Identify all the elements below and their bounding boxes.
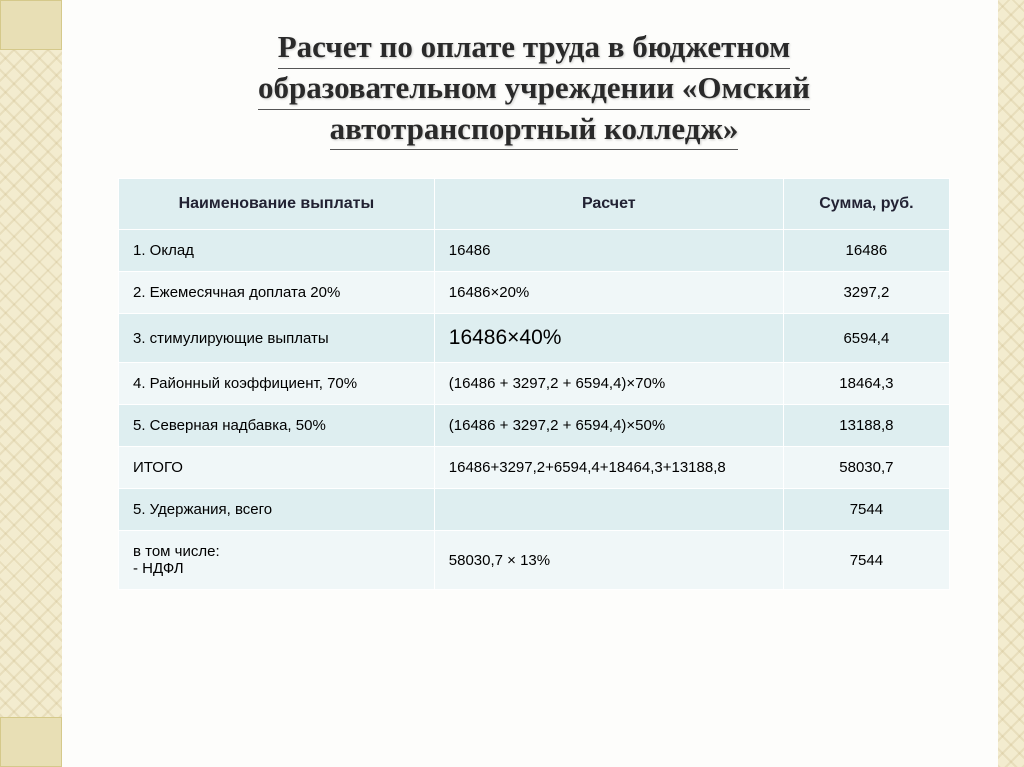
cell-sum: 13188,8 — [783, 405, 949, 447]
cell-sum: 6594,4 — [783, 314, 949, 363]
table-row: 5. Северная надбавка, 50%(16486 + 3297,2… — [119, 405, 950, 447]
cell-sum: 7544 — [783, 489, 949, 531]
cell-name: 5. Северная надбавка, 50% — [119, 405, 435, 447]
cell-sum: 58030,7 — [783, 447, 949, 489]
cell-name: 5. Удержания, всего — [119, 489, 435, 531]
cell-name: 1. Оклад — [119, 230, 435, 272]
cell-calc: 16486+3297,2+6594,4+18464,3+13188,8 — [434, 447, 783, 489]
cell-sum: 18464,3 — [783, 363, 949, 405]
title-line-2: образовательном учреждении «Омский — [258, 69, 810, 110]
header-name: Наименование выплаты — [119, 179, 435, 230]
cell-sum: 16486 — [783, 230, 949, 272]
table-body: 1. Оклад16486164862. Ежемесячная доплата… — [119, 230, 950, 590]
table-row: 3. стимулирующие выплаты16486×40%6594,4 — [119, 314, 950, 363]
cell-sum: 3297,2 — [783, 272, 949, 314]
cell-calc: 16486 — [434, 230, 783, 272]
corner-bottom-left — [0, 717, 62, 767]
table-row: 1. Оклад1648616486 — [119, 230, 950, 272]
cell-calc: (16486 + 3297,2 + 6594,4)×50% — [434, 405, 783, 447]
table-row: 2. Ежемесячная доплата 20%16486×20%3297,… — [119, 272, 950, 314]
header-sum: Сумма, руб. — [783, 179, 949, 230]
cell-name: в том числе: - НДФЛ — [119, 531, 435, 590]
title-line-1: Расчет по оплате труда в бюджетном — [278, 28, 791, 69]
left-decorative-border — [0, 0, 62, 767]
title-line-3: автотранспортный колледж» — [330, 110, 739, 151]
table-row: 4. Районный коэффициент, 70%(16486 + 329… — [119, 363, 950, 405]
slide-content: Расчет по оплате труда в бюджетном образ… — [62, 0, 998, 767]
cell-name: 3. стимулирующие выплаты — [119, 314, 435, 363]
cell-name: 2. Ежемесячная доплата 20% — [119, 272, 435, 314]
page-title: Расчет по оплате труда в бюджетном образ… — [118, 28, 950, 150]
cell-name: 4. Районный коэффициент, 70% — [119, 363, 435, 405]
right-decorative-border — [998, 0, 1024, 767]
table-header-row: Наименование выплаты Расчет Сумма, руб. — [119, 179, 950, 230]
cell-calc — [434, 489, 783, 531]
cell-name: ИТОГО — [119, 447, 435, 489]
table-row: ИТОГО16486+3297,2+6594,4+18464,3+13188,8… — [119, 447, 950, 489]
cell-calc: (16486 + 3297,2 + 6594,4)×70% — [434, 363, 783, 405]
corner-top-left — [0, 0, 62, 50]
cell-calc: 16486×20% — [434, 272, 783, 314]
table-row: 5. Удержания, всего 7544 — [119, 489, 950, 531]
cell-calc: 58030,7 × 13% — [434, 531, 783, 590]
cell-calc: 16486×40% — [434, 314, 783, 363]
header-calc: Расчет — [434, 179, 783, 230]
salary-calculation-table: Наименование выплаты Расчет Сумма, руб. … — [118, 178, 950, 590]
table-row: в том числе: - НДФЛ58030,7 × 13%7544 — [119, 531, 950, 590]
cell-sum: 7544 — [783, 531, 949, 590]
